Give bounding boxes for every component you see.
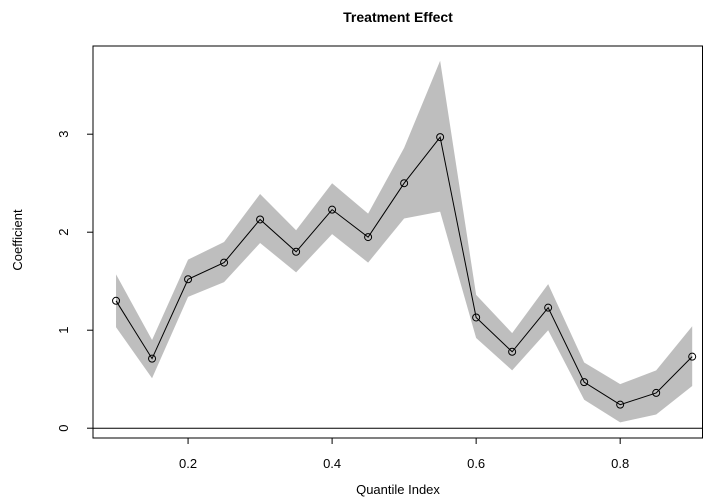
x-tick-label: 0.8	[611, 456, 629, 471]
point	[292, 247, 301, 256]
point	[112, 296, 121, 305]
point	[328, 205, 337, 214]
y-tick-label: 1	[56, 327, 71, 334]
point	[256, 215, 265, 224]
chart-title: Treatment Effect	[343, 9, 453, 25]
x-tick-label: 0.4	[323, 456, 341, 471]
point	[148, 354, 157, 363]
point	[688, 352, 697, 361]
y-tick-label: 3	[56, 131, 71, 138]
point	[220, 258, 229, 267]
confidence-band	[116, 60, 693, 423]
plot-frame	[92, 45, 703, 439]
x-axis-label: Quantile Index	[356, 482, 440, 497]
point	[544, 303, 553, 312]
estimate-line	[115, 135, 693, 406]
point	[472, 313, 481, 322]
y-axis-label: Coefficient	[10, 209, 25, 271]
x-tick-label: 0.2	[179, 456, 197, 471]
point	[580, 378, 589, 387]
y-tick-label: 0	[56, 425, 71, 432]
point	[400, 179, 409, 188]
point	[652, 388, 661, 397]
x-tick-label: 0.6	[467, 456, 485, 471]
point	[616, 400, 625, 409]
point	[508, 347, 517, 356]
y-tick-label: 2	[56, 229, 71, 236]
point	[436, 133, 445, 142]
point	[184, 275, 193, 284]
point	[364, 233, 373, 242]
